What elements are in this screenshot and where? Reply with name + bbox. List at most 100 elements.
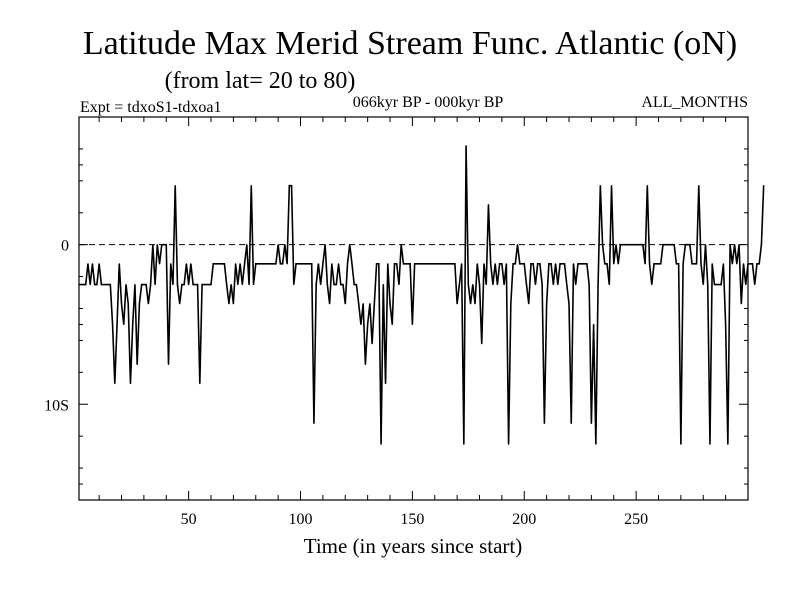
data-point-183 <box>485 283 487 286</box>
data-point-153 <box>418 263 420 265</box>
data-point-207 <box>539 263 541 265</box>
data-point-65 <box>221 263 223 265</box>
data-point-37 <box>158 263 161 265</box>
data-point-42 <box>170 263 172 265</box>
data-point-180 <box>478 283 481 286</box>
data-point-16 <box>111 323 114 326</box>
data-point-130 <box>367 323 369 326</box>
data-point-223 <box>575 283 577 286</box>
data-point-171 <box>458 283 460 286</box>
data-point-85 <box>266 263 268 265</box>
data-point-105 <box>311 263 313 265</box>
data-point-292 <box>729 244 731 246</box>
data-point-261 <box>660 263 662 265</box>
data-point-17 <box>114 382 116 385</box>
data-point-121 <box>346 263 349 265</box>
data-point-81 <box>257 263 259 265</box>
data-point-265 <box>669 244 671 246</box>
data-point-11 <box>100 283 102 286</box>
data-point-92 <box>282 263 284 265</box>
data-point-214 <box>554 263 557 265</box>
data-point-222 <box>572 263 575 265</box>
data-point-219 <box>566 283 568 286</box>
data-point-205 <box>534 283 537 286</box>
data-point-225 <box>579 263 581 265</box>
data-point-102 <box>304 263 306 265</box>
data-point-73 <box>239 263 241 265</box>
data-point-46 <box>179 303 181 305</box>
data-point-77 <box>248 283 250 286</box>
data-point-13 <box>105 283 107 286</box>
data-point-51 <box>190 263 192 265</box>
chart-subtitle: (from lat= 20 to 80) <box>165 68 356 94</box>
data-point-152 <box>416 263 418 265</box>
data-point-188 <box>496 283 498 286</box>
data-point-44 <box>174 185 176 187</box>
data-point-278 <box>698 185 700 187</box>
data-point-161 <box>436 263 438 265</box>
data-point-126 <box>358 303 360 305</box>
data-point-241 <box>615 244 617 246</box>
x-tick-label: 250 <box>624 511 648 528</box>
data-point-164 <box>443 263 445 265</box>
data-point-124 <box>353 283 355 286</box>
data-point-86 <box>268 263 270 265</box>
data-point-78 <box>250 185 252 187</box>
data-point-93 <box>284 244 286 246</box>
data-point-269 <box>678 263 680 265</box>
data-point-149 <box>409 263 411 265</box>
data-point-41 <box>167 363 170 365</box>
data-point-272 <box>684 244 686 246</box>
data-point-38 <box>161 244 163 246</box>
data-point-197 <box>516 244 519 246</box>
data-point-267 <box>673 244 675 246</box>
data-point-285 <box>713 283 716 286</box>
data-point-262 <box>662 244 664 246</box>
x-tick-label: 100 <box>289 511 313 528</box>
data-point-50 <box>188 283 190 286</box>
data-point-252 <box>640 244 642 246</box>
chart-title: Latitude Max Merid Stream Func. Atlantic… <box>83 25 737 62</box>
data-point-66 <box>223 263 226 265</box>
data-point-110 <box>322 263 324 265</box>
data-point-135 <box>378 263 380 265</box>
y-tick-label: 10S <box>44 397 69 414</box>
data-point-56 <box>201 283 203 286</box>
data-point-167 <box>449 263 452 265</box>
data-point-235 <box>601 244 604 246</box>
data-point-132 <box>371 343 373 345</box>
data-point-254 <box>644 263 646 265</box>
data-point-35 <box>154 283 156 286</box>
x-tick-label: 50 <box>181 511 197 528</box>
x-tick-label: 200 <box>512 511 536 528</box>
x-axis: 50 100 150 200 250 <box>98 117 749 528</box>
data-point-218 <box>563 263 566 265</box>
data-point-283 <box>709 443 711 445</box>
x-axis-label: Time (in years since start) <box>304 534 523 558</box>
data-point-136 <box>380 443 382 445</box>
data-point-193 <box>507 443 510 445</box>
data-point-72 <box>237 283 239 286</box>
data-point-237 <box>606 263 608 265</box>
plot-area: 50 100 150 200 250 0 10S <box>44 116 765 528</box>
data-point-14 <box>107 283 109 286</box>
data-point-276 <box>693 263 695 265</box>
data-point-122 <box>349 244 351 246</box>
data-point-143 <box>396 263 398 265</box>
data-point-199 <box>521 263 523 265</box>
data-point-264 <box>666 244 669 246</box>
data-point-274 <box>689 244 691 246</box>
data-point-117 <box>337 263 340 265</box>
data-point-187 <box>494 263 496 265</box>
data-point-120 <box>344 303 346 305</box>
data-point-228 <box>586 263 588 265</box>
data-point-155 <box>422 263 425 265</box>
data-point-70 <box>232 303 234 305</box>
data-point-189 <box>499 263 501 265</box>
data-point-239 <box>610 185 613 187</box>
months-label: ALL_MONTHS <box>641 94 748 111</box>
data-point-300 <box>747 263 749 265</box>
data-point-67 <box>226 283 228 286</box>
data-point-270 <box>680 443 682 445</box>
data-point-40 <box>165 244 167 246</box>
